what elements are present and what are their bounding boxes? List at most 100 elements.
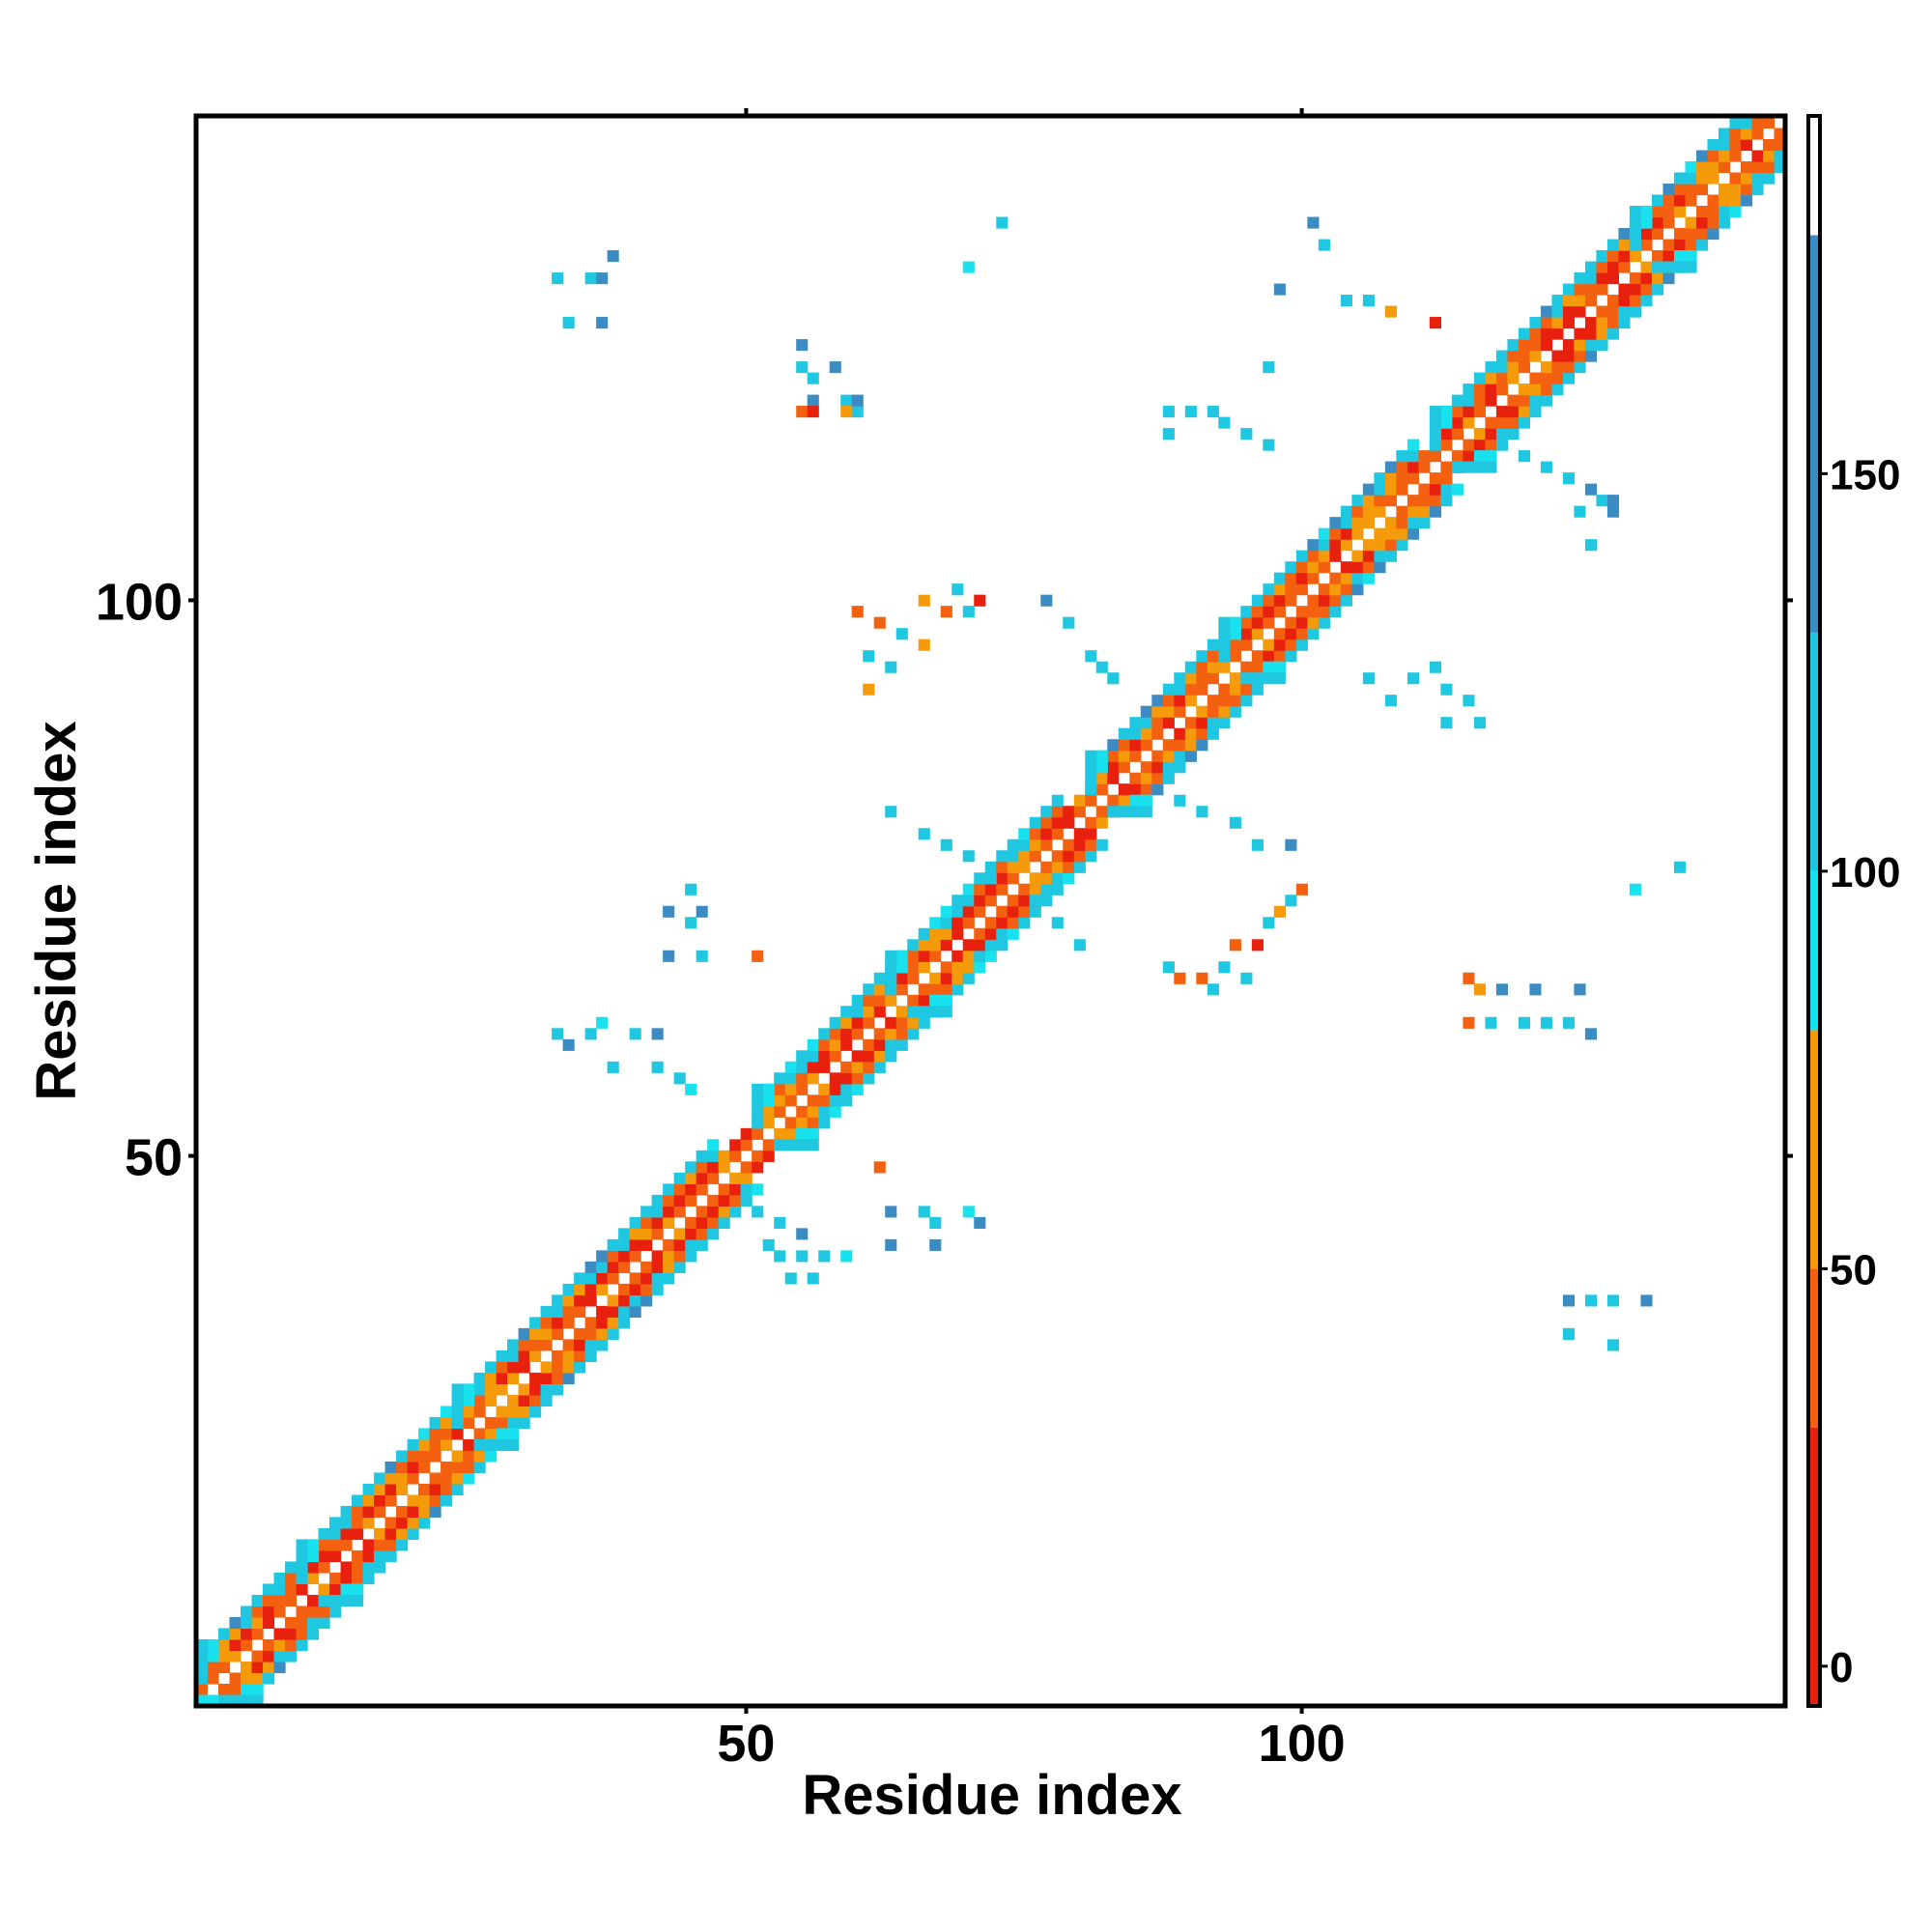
heatmap-cell: [1029, 905, 1041, 918]
heatmap-cell: [651, 1283, 664, 1295]
heatmap-cell: [362, 1572, 375, 1585]
heatmap-cell: [895, 1016, 908, 1029]
heatmap-cell: [307, 1628, 320, 1640]
heatmap-cell: [451, 1472, 464, 1485]
heatmap-cell: [1329, 594, 1342, 607]
heatmap-cell: [229, 1616, 242, 1630]
heatmap-cell: [1495, 372, 1509, 384]
heatmap-cell: [1584, 327, 1598, 340]
heatmap-cell: [352, 1549, 364, 1563]
heatmap-cell: [1040, 806, 1053, 818]
heatmap-cell: [1529, 372, 1542, 384]
heatmap-cell: [673, 1228, 686, 1240]
heatmap-cell: [1751, 184, 1764, 196]
heatmap-cell: [1184, 750, 1197, 762]
heatmap-cell: [851, 406, 864, 418]
heatmap-cell: [1429, 661, 1441, 673]
heatmap-cell: [1073, 828, 1086, 840]
heatmap-cell: [796, 361, 809, 374]
heatmap-cell: [496, 1350, 508, 1362]
heatmap-cell: [1240, 661, 1253, 673]
heatmap-cell: [1273, 583, 1286, 596]
heatmap-cell: [1340, 561, 1352, 574]
heatmap-cell: [796, 1072, 809, 1085]
heatmap-cell: [1485, 439, 1497, 451]
heatmap-cell: [996, 917, 1009, 929]
heatmap-cell: [1463, 972, 1475, 984]
heatmap-cell: [984, 927, 997, 940]
heatmap-cell: [1118, 727, 1130, 740]
heatmap-cell: [1495, 384, 1509, 396]
heatmap-cell: [1707, 206, 1719, 218]
heatmap-cell: [1285, 895, 1297, 907]
heatmap-cell: [984, 895, 997, 907]
heatmap-cell: [574, 1327, 586, 1340]
heatmap-cell: [329, 1605, 342, 1618]
heatmap-cell: [974, 927, 986, 940]
heatmap-cell: [1495, 350, 1509, 362]
heatmap-cell: [1263, 661, 1275, 673]
heatmap-cell: [229, 1638, 242, 1652]
heatmap-cell: [640, 1228, 653, 1240]
heatmap-cell: [1095, 772, 1108, 784]
heatmap-cell: [251, 1650, 264, 1662]
heatmap-cell: [473, 1428, 486, 1440]
heatmap-cell: [940, 939, 952, 952]
heatmap-cell: [829, 1105, 841, 1118]
heatmap-cell: [1707, 194, 1719, 207]
heatmap-cell: [1729, 184, 1742, 196]
heatmap-cell: [1495, 361, 1509, 374]
heatmap-cell: [241, 1672, 253, 1685]
heatmap-cell: [940, 972, 952, 984]
heatmap-cell: [396, 1517, 409, 1529]
heatmap-cell: [651, 1228, 664, 1240]
heatmap-cell: [1285, 594, 1297, 607]
heatmap-cell: [952, 905, 964, 918]
heatmap-cell: [496, 1406, 508, 1418]
heatmap-cell: [418, 1505, 431, 1519]
heatmap-cell: [1396, 517, 1408, 529]
heatmap-cell: [1596, 272, 1608, 285]
heatmap-cell: [618, 1250, 631, 1263]
heatmap-cell: [629, 1250, 641, 1263]
heatmap-cell: [929, 950, 942, 962]
heatmap-cell: [807, 1038, 819, 1051]
heatmap-cell: [229, 1628, 242, 1640]
heatmap-cell: [1685, 184, 1697, 196]
heatmap-cell: [562, 1294, 575, 1307]
heatmap-cell: [1463, 384, 1475, 396]
heatmap-cell: [1529, 384, 1542, 396]
heatmap-cell: [451, 1461, 464, 1474]
heatmap-cell: [1362, 505, 1375, 518]
heatmap-cell: [962, 895, 975, 907]
heatmap-cell: [1529, 350, 1542, 362]
heatmap-cell: [1673, 250, 1687, 263]
heatmap-cell: [885, 972, 897, 984]
heatmap-cell: [296, 1616, 308, 1630]
heatmap-cell: [929, 994, 942, 1007]
heatmap-cell: [618, 1294, 631, 1307]
heatmap-cell: [1707, 216, 1719, 229]
heatmap-cell: [1196, 672, 1208, 685]
heatmap-cell: [1085, 750, 1097, 762]
heatmap-cell: [1540, 305, 1553, 318]
heatmap-cell: [1063, 850, 1075, 863]
heatmap-cell: [740, 1194, 753, 1207]
heatmap-cell: [584, 272, 597, 285]
colorbar-tick-label: 150: [1830, 451, 1900, 498]
heatmap-cell: [207, 1672, 219, 1685]
heatmap-cell: [1218, 705, 1231, 718]
heatmap-cell: [974, 872, 986, 885]
heatmap-cell: [685, 1083, 697, 1095]
heatmap-cell: [518, 1361, 530, 1374]
heatmap-cell: [774, 1072, 786, 1085]
heatmap-cell: [1174, 750, 1186, 762]
heatmap-cell: [1606, 261, 1620, 273]
heatmap-cell: [663, 1250, 675, 1263]
heatmap-cell: [1174, 739, 1186, 752]
heatmap-cell: [618, 1305, 631, 1318]
heatmap-cell: [1351, 517, 1364, 529]
heatmap-cell: [307, 1616, 320, 1630]
heatmap-cell: [696, 1150, 708, 1162]
heatmap-cell: [1018, 905, 1031, 918]
